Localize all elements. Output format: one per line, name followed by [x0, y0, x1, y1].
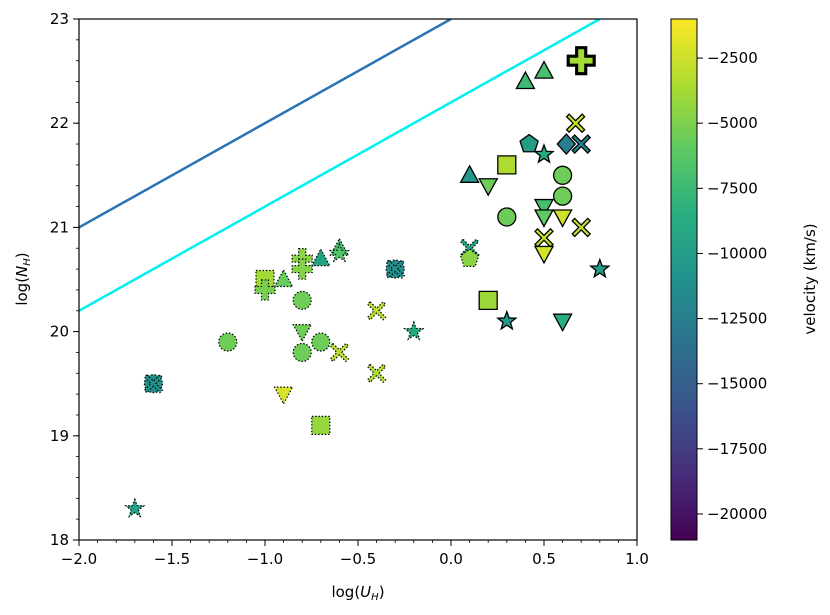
data-point-triangle_down [552, 313, 573, 333]
y-tick-label: 20 [50, 323, 69, 341]
data-point-triangle [515, 70, 536, 90]
data-point-plus [291, 258, 313, 280]
x-axis-ticks: −2.0 −1.5 −1.0 −0.5 0.0 0.5 1.0 [61, 540, 649, 568]
data-point-x [571, 217, 592, 238]
data-point-square [311, 415, 331, 435]
colorbar-tick-label: −17500 [707, 440, 767, 458]
data-point-x [366, 363, 387, 384]
colorbar [670, 18, 698, 541]
data-point-circle [552, 165, 573, 185]
data-point-square [497, 155, 517, 175]
colorbar-tick-label: −15000 [707, 375, 767, 393]
data-point-circle [218, 332, 238, 352]
colorbar-tick-label: −20000 [707, 505, 767, 523]
data-point-triangle_down [292, 324, 313, 343]
y-axis-label: log(NH) [13, 252, 33, 305]
y-tick-label: 23 [50, 10, 69, 28]
data-point-square [478, 290, 498, 310]
data-point-x [571, 134, 592, 154]
colorbar-tick-label: −2500 [707, 49, 758, 67]
data-point-x [143, 373, 164, 394]
data-point-x [329, 342, 350, 363]
x-tick-label: −0.5 [340, 550, 376, 568]
data-point-star [533, 143, 555, 164]
data-point-triangle_down [533, 209, 555, 228]
y-tick-label: 21 [50, 218, 69, 236]
colorbar-tick-label: −12500 [707, 310, 767, 328]
data-point-pentagon [459, 248, 480, 267]
data-point-circle [552, 186, 573, 206]
data-point-circle [311, 332, 331, 352]
x-tick-label: −1.0 [247, 550, 283, 568]
y-tick-label: 18 [50, 531, 69, 549]
cyan-line [79, 19, 601, 312]
colorbar-label: velocity (km/s) [801, 223, 819, 334]
x-tick-label: 0.0 [439, 550, 463, 568]
data-point-star [403, 320, 425, 341]
data-point-circle [292, 290, 312, 310]
data-point-circle [497, 207, 517, 227]
x-tick-label: 1.0 [625, 550, 649, 568]
data-point-x [385, 259, 406, 279]
data-point-star [124, 497, 146, 518]
data-point-triangle [310, 247, 331, 267]
data-point-triangle_down [552, 209, 573, 228]
data-point-plus [566, 46, 596, 76]
data-point-triangle [533, 60, 555, 79]
y-tick-label: 19 [50, 427, 69, 445]
x-tick-label: 0.5 [532, 550, 556, 568]
data-point-plus [254, 279, 276, 301]
colorbar-tick-label: −7500 [707, 179, 758, 197]
data-point-x [565, 113, 586, 134]
colorbar-tick-label: −5000 [707, 114, 758, 132]
plot-frame [78, 18, 638, 541]
data-point-pentagon [519, 133, 539, 153]
data-point-triangle [273, 268, 294, 288]
data-point-x [534, 227, 554, 248]
data-point-triangle [459, 164, 480, 183]
x-tick-label: −2.0 [61, 550, 97, 568]
colorbar-tick-label: −10000 [707, 244, 767, 262]
y-axis-ticks: 18 19 20 21 22 23 [50, 10, 79, 549]
data-point-circle [292, 342, 312, 363]
data-point-triangle_down [273, 386, 294, 405]
data-point-star [495, 309, 518, 331]
data-point-diamond [556, 133, 577, 156]
data-point-star [588, 257, 611, 279]
data-point-x [366, 300, 387, 321]
x-tick-label: −1.5 [154, 550, 190, 568]
blue-line [79, 19, 452, 229]
data-points [124, 46, 611, 518]
reference-lines [79, 19, 601, 312]
data-point-triangle_down [478, 178, 499, 197]
data-point-triangle_down [533, 245, 555, 265]
x-axis-label: log(UH) [331, 583, 384, 603]
data-point-triangle_down [533, 198, 555, 218]
data-point-star [328, 242, 351, 263]
y-tick-label: 22 [50, 114, 69, 132]
colorbar-ticks: −2500 −5000 −7500 −10000 −12500 −15000 −17500 −… [697, 49, 767, 523]
